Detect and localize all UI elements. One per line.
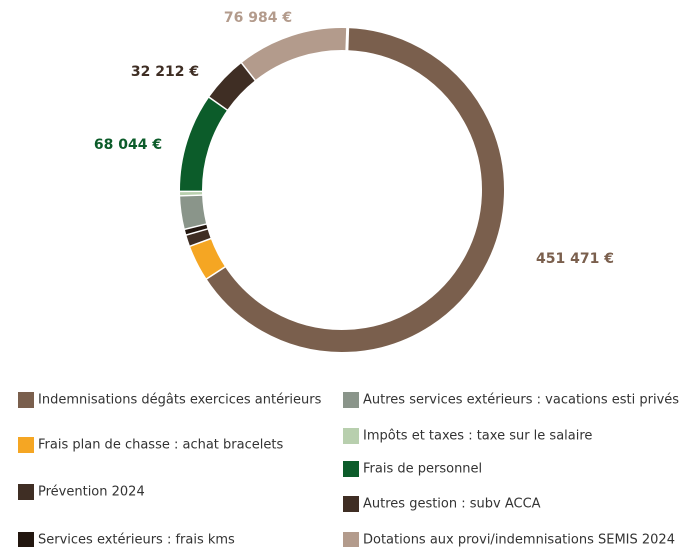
legend-swatch bbox=[18, 437, 34, 453]
legend-label: Prévention 2024 bbox=[38, 485, 145, 500]
legend-swatch bbox=[18, 392, 34, 408]
donut-segment bbox=[219, 71, 249, 103]
legend-swatch bbox=[343, 532, 359, 547]
legend-label: Autres gestion : subv ACCA bbox=[363, 497, 541, 512]
donut-segment bbox=[249, 39, 347, 71]
donut-segment bbox=[200, 242, 215, 273]
value-label: 68 044 € bbox=[94, 137, 162, 153]
value-label: 32 212 € bbox=[131, 64, 199, 80]
legend-label: Dotations aux provi/indemnisations SEMIS… bbox=[363, 533, 675, 548]
legend-label: Autres services extérieurs : vacations e… bbox=[363, 393, 679, 408]
legend-label: Services extérieurs : frais kms bbox=[38, 533, 235, 548]
value-label: 451 471 € bbox=[536, 251, 614, 267]
donut-segment bbox=[191, 103, 219, 191]
legend-label: Frais de personnel bbox=[363, 462, 482, 477]
donut-segment bbox=[215, 39, 493, 341]
legend-swatch bbox=[18, 484, 34, 500]
legend-swatch bbox=[343, 461, 359, 477]
legend-label: Impôts et taxes : taxe sur le salaire bbox=[363, 429, 592, 444]
legend-swatch bbox=[343, 496, 359, 512]
legend-label: Frais plan de chasse : achat bracelets bbox=[38, 438, 283, 453]
value-label: 76 984 € bbox=[224, 10, 292, 26]
segment-gap bbox=[347, 17, 349, 61]
legend-label: Indemnisations dégâts exercices antérieu… bbox=[38, 393, 322, 408]
legend-swatch bbox=[343, 428, 359, 444]
donut-segment bbox=[197, 231, 200, 241]
legend-swatch bbox=[18, 532, 34, 547]
donut-segment bbox=[191, 195, 195, 226]
legend-swatch bbox=[343, 392, 359, 408]
